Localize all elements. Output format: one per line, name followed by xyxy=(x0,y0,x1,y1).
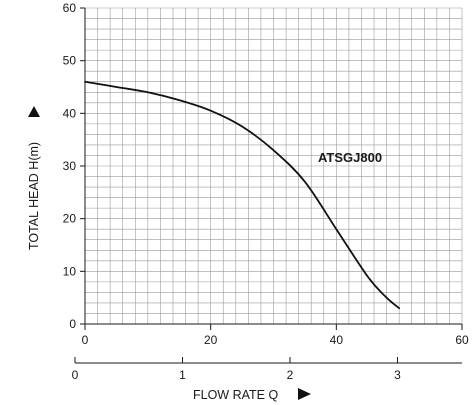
y-tick-label: 0 xyxy=(69,317,76,331)
y-tick-label: 20 xyxy=(63,212,77,226)
y-tick-label: 60 xyxy=(63,1,77,15)
y-axis-title: TOTAL HEAD H(m) xyxy=(27,142,41,250)
x-tick-label: 40 xyxy=(330,333,344,347)
grid xyxy=(84,7,463,325)
y-tick-label: 40 xyxy=(63,106,77,120)
series xyxy=(84,80,401,310)
secondary-x-tick-label: 2 xyxy=(287,368,294,382)
x-tick-label: 60 xyxy=(455,333,469,347)
x-axis-title: FLOW RATE Q xyxy=(193,388,278,402)
ticks: 0 10 20 30 40 50 60 0 20 40 60 0 1 2 3 xyxy=(63,1,469,382)
y-tick-label: 10 xyxy=(63,264,77,278)
y-axis-title-group: TOTAL HEAD H(m) xyxy=(27,142,41,250)
secondary-x-tick-label: 0 xyxy=(72,368,79,382)
y-tick-label: 30 xyxy=(63,159,77,173)
x-tick-label: 0 xyxy=(82,333,89,347)
x-axis-arrow-icon xyxy=(298,388,311,400)
series-line-atsgj800 xyxy=(84,80,401,310)
series-label-atsgj800: ATSGJ800 xyxy=(318,150,382,165)
x-tick-label: 20 xyxy=(204,333,218,347)
secondary-x-tick-label: 1 xyxy=(179,368,186,382)
secondary-x-tick-label: 3 xyxy=(394,368,401,382)
y-tick-label: 50 xyxy=(63,54,77,68)
y-axis-arrow-icon xyxy=(28,106,40,117)
